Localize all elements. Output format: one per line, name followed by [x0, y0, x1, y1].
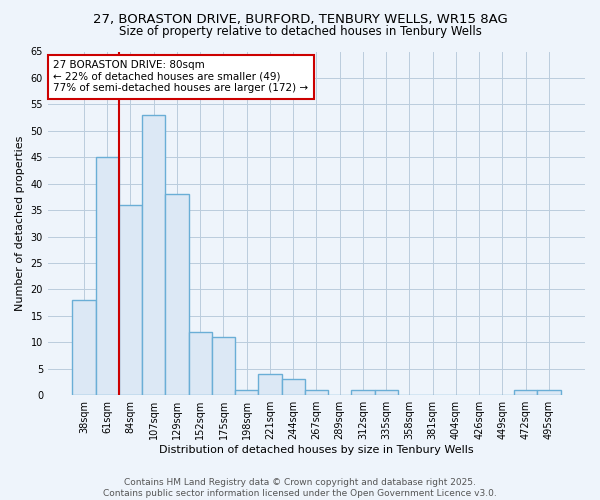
Text: Size of property relative to detached houses in Tenbury Wells: Size of property relative to detached ho… — [119, 25, 481, 38]
Bar — [212, 337, 235, 395]
Bar — [73, 300, 95, 395]
Bar — [142, 115, 166, 395]
Bar — [235, 390, 259, 395]
X-axis label: Distribution of detached houses by size in Tenbury Wells: Distribution of detached houses by size … — [159, 445, 474, 455]
Bar — [374, 390, 398, 395]
Bar — [119, 205, 142, 395]
Bar — [514, 390, 538, 395]
Text: 27 BORASTON DRIVE: 80sqm
← 22% of detached houses are smaller (49)
77% of semi-d: 27 BORASTON DRIVE: 80sqm ← 22% of detach… — [53, 60, 308, 94]
Bar — [259, 374, 281, 395]
Bar — [281, 380, 305, 395]
Text: 27, BORASTON DRIVE, BURFORD, TENBURY WELLS, WR15 8AG: 27, BORASTON DRIVE, BURFORD, TENBURY WEL… — [92, 12, 508, 26]
Bar — [352, 390, 374, 395]
Y-axis label: Number of detached properties: Number of detached properties — [15, 136, 25, 311]
Bar — [95, 158, 119, 395]
Bar — [538, 390, 560, 395]
Bar — [188, 332, 212, 395]
Bar — [166, 194, 188, 395]
Text: Contains HM Land Registry data © Crown copyright and database right 2025.
Contai: Contains HM Land Registry data © Crown c… — [103, 478, 497, 498]
Bar — [305, 390, 328, 395]
